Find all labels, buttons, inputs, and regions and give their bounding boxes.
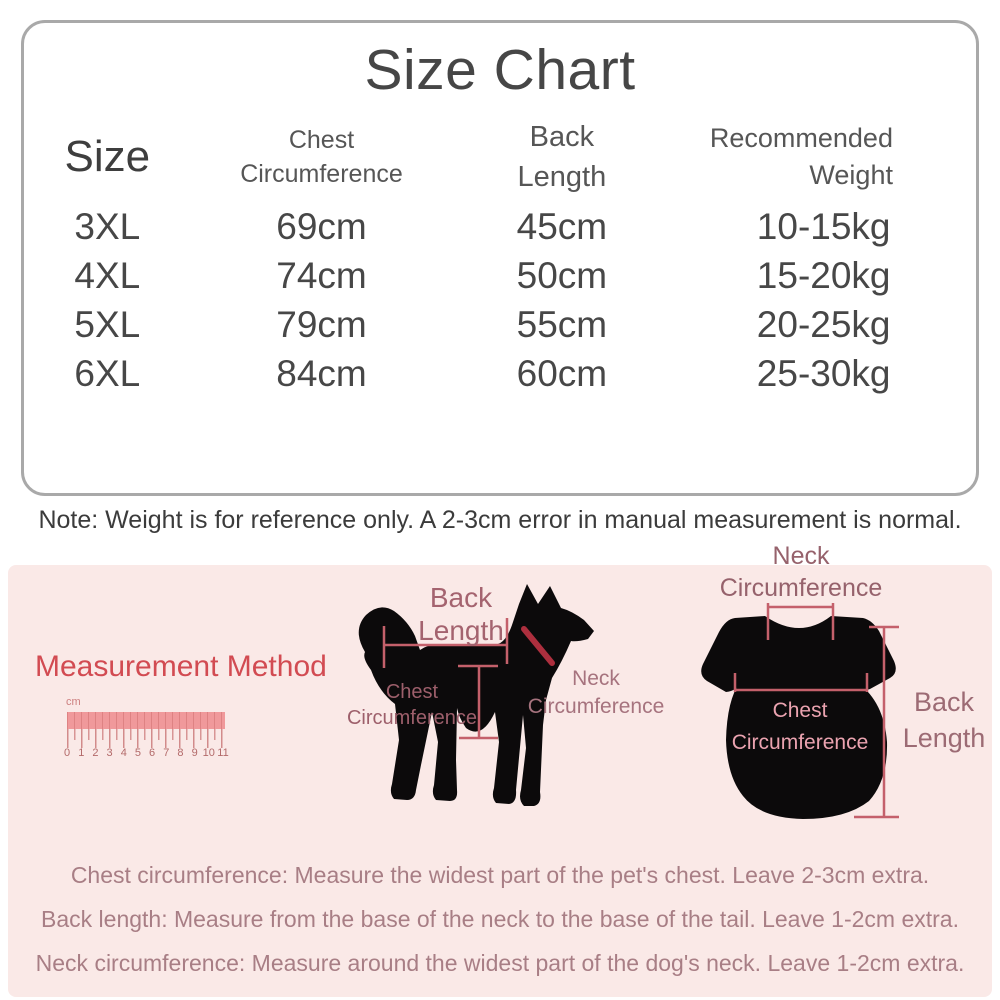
page-title: Size Chart (364, 38, 636, 102)
table-cell-size: 3XL (74, 206, 141, 247)
table-cell-chest: 79cm (276, 304, 367, 345)
table-cell-size: 6XL (74, 353, 141, 394)
tip-neck-circumference: Neck circumference: Measure around the w… (35, 950, 965, 976)
shirt-back-length-label: Back Length (902, 687, 986, 754)
column-header-weight: Recommended Weight (709, 122, 893, 190)
ruler-icon (67, 712, 225, 729)
dog-neck-label: Neck Circumference (527, 667, 665, 718)
table-cell-chest: 84cm (276, 353, 367, 394)
tip-back-length: Back length: Measure from the base of th… (41, 906, 959, 932)
ruler-unit-label: cm (66, 696, 81, 708)
table-cell-back: 45cm (516, 206, 608, 247)
dog-back-length-label: Back Length (418, 582, 504, 647)
table-cell-weight: 25-30kg (756, 353, 891, 394)
size-table: Size Chest Circumference Back Length Rec… (24, 112, 976, 398)
table-cell-weight: 10-15kg (756, 206, 891, 247)
shirt-back-length-line (854, 625, 899, 819)
table-cell-size: 5XL (74, 304, 141, 345)
column-header-chest: Chest Circumference (240, 125, 403, 189)
dog-back-length-line (382, 618, 509, 668)
table-cell-size: 4XL (74, 255, 141, 296)
measurement-method-title: Measurement Method (35, 650, 327, 683)
shirt-silhouette-icon (701, 616, 896, 819)
dog-neck-collar-mark (521, 626, 555, 666)
shirt-chest-label: Chest Circumference (731, 699, 869, 754)
shirt-neck-label: Neck Circumference (719, 542, 883, 602)
shirt-chest-line (733, 673, 869, 692)
table-cell-back: 50cm (516, 255, 608, 296)
note-text: Note: Weight is for reference only. A 2-… (38, 506, 962, 534)
table-cell-back: 60cm (516, 353, 608, 394)
shirt-neck-line (766, 603, 835, 640)
size-chart-card: Size Chart Size Chest Circumference Back… (21, 20, 979, 496)
table-cell-chest: 69cm (276, 206, 367, 247)
table-cell-back: 55cm (516, 304, 608, 345)
column-header-back: Back Length (517, 120, 607, 193)
column-header-size: Size (64, 131, 151, 181)
ruler-numbers: 0 1 2 3 4 5 6 7 8 9 10 11 (64, 747, 229, 759)
dog-chest-line (458, 664, 498, 740)
table-cell-weight: 20-25kg (756, 304, 891, 345)
dog-chest-label: Chest Circumference (346, 681, 478, 729)
ruler-minor-ticks (74, 729, 226, 740)
table-cell-weight: 15-20kg (756, 255, 891, 296)
table-cell-chest: 74cm (276, 255, 367, 296)
tip-chest-circumference: Chest circumference: Measure the widest … (70, 862, 930, 888)
